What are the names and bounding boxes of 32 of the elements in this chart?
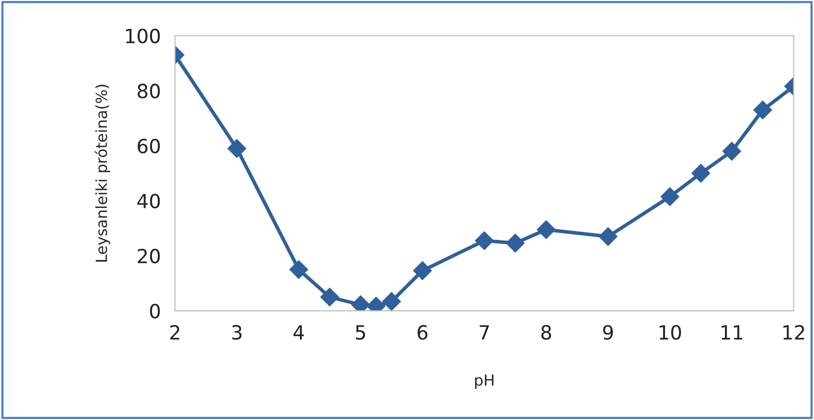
point (536, 220, 556, 240)
x-tick-label: 9 (603, 325, 613, 340)
x-tick-label: 8 (541, 325, 552, 340)
point (382, 292, 401, 311)
point (691, 164, 710, 183)
x-axis-title: pH (475, 374, 494, 389)
point (660, 187, 680, 206)
x-tick-label: 3 (232, 325, 242, 340)
point (413, 261, 432, 280)
x-tick-label: 12 (783, 325, 804, 340)
x-tick-label: 10 (660, 325, 681, 340)
x-tick-label: 7 (480, 325, 489, 340)
y-tick-label: 20 (138, 248, 160, 264)
point (598, 227, 618, 246)
point (753, 100, 772, 120)
x-tick-label: 6 (418, 325, 428, 340)
x-tick-label: 5 (356, 325, 366, 340)
point (289, 260, 308, 279)
x-tick-label: 2 (170, 325, 180, 340)
point (506, 234, 525, 252)
point (474, 231, 494, 250)
y-tick-label: 0 (150, 304, 160, 318)
y-axis-title: Leysanleiki próteina(%) (94, 84, 110, 262)
x-tick-label: 11 (722, 325, 742, 340)
point (722, 142, 742, 161)
point (228, 139, 246, 158)
y-tick-label: 60 (138, 138, 160, 154)
point (320, 288, 340, 306)
y-tick-label: 80 (138, 84, 160, 98)
y-tick-label: 100 (126, 28, 160, 44)
x-tick-label: 4 (294, 325, 304, 340)
y-tick-label: 40 (137, 194, 160, 208)
